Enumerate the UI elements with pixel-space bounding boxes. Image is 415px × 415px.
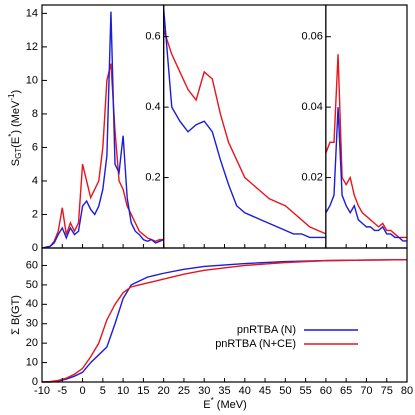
x-tick-label: 70: [360, 385, 372, 397]
x-tick-label: 5: [100, 385, 106, 397]
y-tick-label: 0.02: [301, 171, 322, 183]
series-line: [325, 54, 407, 239]
x-tick-label: 35: [218, 385, 230, 397]
x-tick-label: 25: [178, 385, 190, 397]
x-tick-label: 40: [239, 385, 251, 397]
series-line: [41, 11, 164, 249]
y-tick-label: 10: [26, 74, 38, 86]
y-tick-label: 6: [32, 141, 38, 153]
y-tick-label: 8: [32, 108, 38, 120]
y-tick-label: 0.6: [145, 31, 160, 43]
y-tick-label: 0.4: [145, 101, 160, 113]
y-tick-label: 60: [26, 259, 38, 271]
x-tick-label: -10: [34, 385, 50, 397]
legend-label: pnRTBA (N+CE): [215, 338, 296, 350]
series-line: [41, 258, 408, 383]
y-tick-label: 0: [32, 242, 38, 254]
legend-label: pnRTBA (N): [237, 324, 296, 336]
x-tick-label: 75: [381, 385, 393, 397]
x-tick-label: 0: [79, 385, 85, 397]
y-tick-label: 14: [26, 7, 38, 19]
series-line: [41, 63, 164, 249]
series-line: [163, 29, 327, 235]
y-tick-label: 50: [26, 279, 38, 291]
y-tick-label: 0.2: [145, 171, 160, 183]
x-tick-label: -5: [57, 385, 67, 397]
x-tick-label: 60: [320, 385, 332, 397]
x-tick-label: 55: [299, 385, 311, 397]
y-tick-label: 0.06: [301, 31, 322, 43]
x-tick-label: 10: [117, 385, 129, 397]
x-label: E* (MeV): [203, 396, 246, 411]
y-tick-label: 20: [26, 337, 38, 349]
series-line: [325, 107, 407, 242]
panel-frame: [325, 4, 408, 249]
y-tick-label: 40: [26, 298, 38, 310]
x-tick-label: 50: [279, 385, 291, 397]
y-label-top: SGT(E*) (MeV-1): [7, 90, 23, 166]
x-tick-label: 15: [137, 385, 149, 397]
x-tick-label: 20: [158, 385, 170, 397]
x-tick-label: 45: [259, 385, 271, 397]
x-tick-label: 65: [340, 385, 352, 397]
x-tick-label: 80: [401, 385, 413, 397]
y-label-bottom: Σ B(GT): [10, 295, 22, 335]
series-line: [162, 8, 326, 239]
y-tick-label: 2: [32, 208, 38, 220]
y-tick-label: 12: [26, 41, 38, 53]
x-tick-label: 30: [198, 385, 210, 397]
y-tick-label: 4: [32, 175, 38, 187]
y-tick-label: 0: [32, 376, 38, 388]
y-tick-label: 10: [26, 356, 38, 368]
y-tick-label: 0.04: [301, 101, 322, 113]
y-tick-label: 30: [26, 318, 38, 330]
series-line: [42, 258, 408, 383]
